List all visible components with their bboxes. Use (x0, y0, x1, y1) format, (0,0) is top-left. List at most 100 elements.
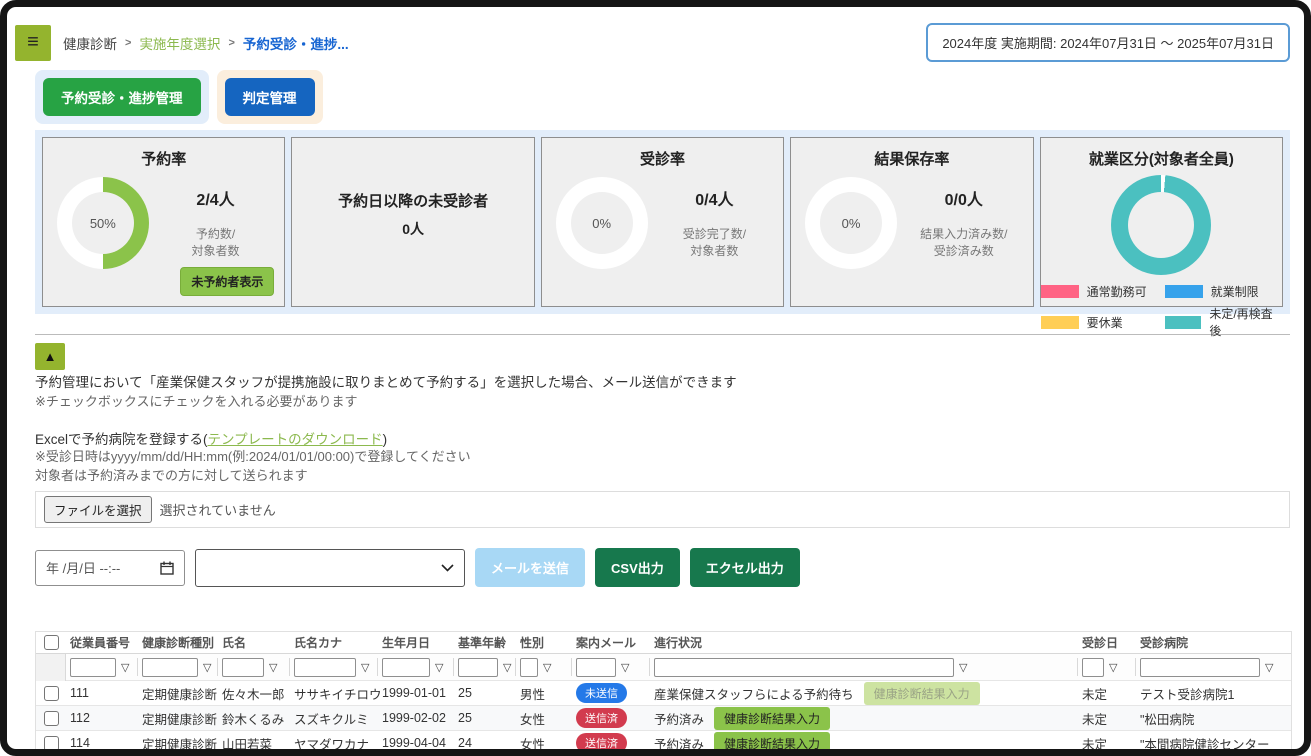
mail-target-select[interactable] (195, 548, 465, 587)
result-entry-button[interactable]: 健康診断結果入力 (714, 706, 831, 730)
tab-judgement[interactable]: 判定管理 (216, 70, 323, 124)
row-checkbox-cell (36, 735, 66, 749)
filter-input-10[interactable] (1082, 657, 1104, 677)
column-header: 氏名 (222, 636, 247, 651)
legend-item: 通常勤務可 (1040, 283, 1147, 300)
filter-funnel-icon[interactable]: ▽ (621, 661, 630, 674)
legend-label: 未定/再検査後 (1209, 307, 1273, 338)
legend-item: 要休業 (1040, 305, 1147, 339)
result-caption: 結果入力済み数/ 受診済み数 (920, 227, 1008, 258)
birth-date-cell: 1999-01-01 (382, 686, 446, 701)
tab-booking-progress-button[interactable]: 予約受診・進捗管理 (43, 78, 201, 116)
datetime-input[interactable]: 年 /月/日 --:-- (35, 549, 185, 586)
progress-text: 産業保健スタッフらによる予約待ち (654, 687, 854, 702)
table-filter-row: ▽ ▽ ▽ ▽ ▽ ▽ ▽ ▽ ▽ ▽ ▽ (36, 653, 1291, 682)
legend-swatch (1040, 285, 1079, 298)
filter-input-2[interactable] (142, 657, 198, 677)
filter-funnel-icon[interactable]: ▽ (1109, 661, 1118, 674)
card-work-classification: 就業区分(対象者全員) 通常勤務可 就業制限要休業 未定/再検査後 (1039, 137, 1284, 338)
filter-funnel-icon[interactable]: ▽ (121, 661, 130, 674)
card-visit-rate: 受診率 0% 0/4人 受診完了数/ 対象者数 (540, 137, 785, 307)
filter-funnel-icon[interactable]: ▽ (503, 661, 512, 674)
filter-input-9[interactable] (654, 657, 954, 677)
filter-checkbox-cell (36, 653, 66, 681)
booking-caption: 予約数/ 対象者数 (191, 227, 240, 258)
filter-input-3[interactable] (222, 657, 264, 677)
collapse-toggle-button[interactable]: ▲ (35, 343, 65, 370)
visit-date-cell: 未定 (1082, 712, 1108, 727)
name-kana-cell: ヤマダワカナ (294, 737, 370, 752)
work-classification-legend: 通常勤務可 就業制限要休業 未定/再検査後 (1040, 283, 1282, 339)
column-header: 進行状況 (654, 636, 703, 651)
tab-judgement-button[interactable]: 判定管理 (224, 78, 315, 116)
filter-funnel-icon[interactable]: ▽ (269, 661, 278, 674)
breadcrumb-item-kenkoshindan[interactable]: 健康診断 (63, 36, 117, 52)
legend-swatch (1040, 315, 1079, 329)
filter-funnel-icon[interactable]: ▽ (543, 661, 552, 674)
show-unbooked-button[interactable]: 未予約者表示 (180, 267, 275, 296)
visit-date-cell: 未定 (1082, 687, 1108, 702)
mail-status-cell: 送信済 (572, 708, 650, 729)
checkup-type-cell: 定期健康診断 (142, 712, 218, 727)
column-header: 性別 (520, 636, 545, 651)
result-entry-button[interactable]: 健康診断結果入力 (714, 731, 831, 749)
visit-count: 0/4人 (695, 192, 734, 210)
tab-bar: 予約受診・進捗管理 判定管理 (35, 70, 1290, 124)
filter-funnel-icon[interactable]: ▽ (203, 661, 212, 674)
breadcrumb-item-current[interactable]: 予約受診・進捗... (242, 36, 349, 52)
booking-rate-percent: 50% (71, 192, 134, 254)
filter-cell: ▽ (138, 657, 218, 677)
row-checkbox[interactable] (43, 685, 59, 701)
filter-funnel-icon[interactable]: ▽ (435, 661, 444, 674)
filter-input-4[interactable] (294, 657, 356, 677)
gender-cell: 女性 (520, 737, 546, 752)
filter-input-6[interactable] (458, 657, 498, 677)
excel-register-text: Excelで予約病院を登録する( (35, 431, 208, 447)
filter-input-8[interactable] (576, 657, 616, 677)
filter-input-1[interactable] (70, 657, 116, 677)
filter-input-5[interactable] (382, 657, 430, 677)
filter-funnel-icon[interactable]: ▽ (361, 661, 370, 674)
hamburger-menu-icon[interactable]: ≡ (15, 24, 51, 61)
breadcrumb: 健康診断 > 実施年度選択 > 予約受診・進捗... (63, 33, 349, 53)
select-all-checkbox[interactable] (43, 635, 59, 651)
template-download-link[interactable]: テンプレートのダウンロード (207, 431, 383, 447)
table-body: 111 定期健康診断 佐々木一郎 ササキイチロウ 1999-01-01 25 男性 未送信 産業… (36, 681, 1291, 752)
calendar-icon[interactable] (160, 561, 174, 575)
mail-status-badge: 送信済 (576, 733, 627, 749)
name-kana-cell: ササキイチロウ (294, 687, 382, 702)
age-cell: 25 (458, 711, 472, 726)
card-title: 就業区分(対象者全員) (1088, 151, 1234, 168)
card-title: 予約率 (141, 151, 187, 168)
mail-status-cell: 未送信 (572, 683, 650, 704)
filter-funnel-icon[interactable]: ▽ (1265, 661, 1274, 674)
gender-cell: 男性 (520, 687, 546, 702)
breadcrumb-item-year-select[interactable]: 実施年度選択 (139, 36, 221, 52)
row-checkbox[interactable] (43, 710, 59, 726)
row-checkbox[interactable] (43, 735, 59, 749)
filter-cell: ▽ (650, 657, 1078, 677)
filter-funnel-icon[interactable]: ▽ (959, 661, 968, 674)
result-rate-percent: 0% (820, 192, 883, 254)
filter-input-11[interactable] (1140, 657, 1260, 677)
legend-label: 就業制限 (1210, 285, 1259, 299)
tab-booking-progress[interactable]: 予約受診・進捗管理 (35, 70, 209, 124)
column-header: 受診日 (1082, 636, 1119, 651)
top-bar: ≡ 健康診断 > 実施年度選択 > 予約受診・進捗... 2024年度 実施期間… (15, 23, 1290, 62)
filter-cell: ▽ (454, 657, 516, 677)
card-title: 受診率 (640, 151, 686, 168)
controls-row: 年 /月/日 --:-- メールを送信 CSV出力 エクセル出力 (35, 548, 1290, 588)
file-select-button[interactable]: ファイルを選択 (44, 496, 152, 524)
filter-cell: ▽ (1078, 657, 1136, 677)
send-mail-button[interactable]: メールを送信 (475, 548, 586, 588)
datetime-placeholder: 年 /月/日 --:-- (46, 561, 121, 577)
filter-cell: ▽ (378, 657, 454, 677)
legend-label: 要休業 (1086, 315, 1123, 330)
target-note: 対象者は予約済みまでの方に対して送られます (35, 467, 308, 483)
employee-id-cell: 111 (70, 686, 90, 701)
excel-export-button[interactable]: エクセル出力 (689, 548, 800, 588)
section-divider (35, 334, 1290, 335)
name-cell: 鈴木くるみ (222, 712, 285, 727)
csv-export-button[interactable]: CSV出力 (595, 548, 680, 588)
filter-input-7[interactable] (520, 657, 538, 677)
